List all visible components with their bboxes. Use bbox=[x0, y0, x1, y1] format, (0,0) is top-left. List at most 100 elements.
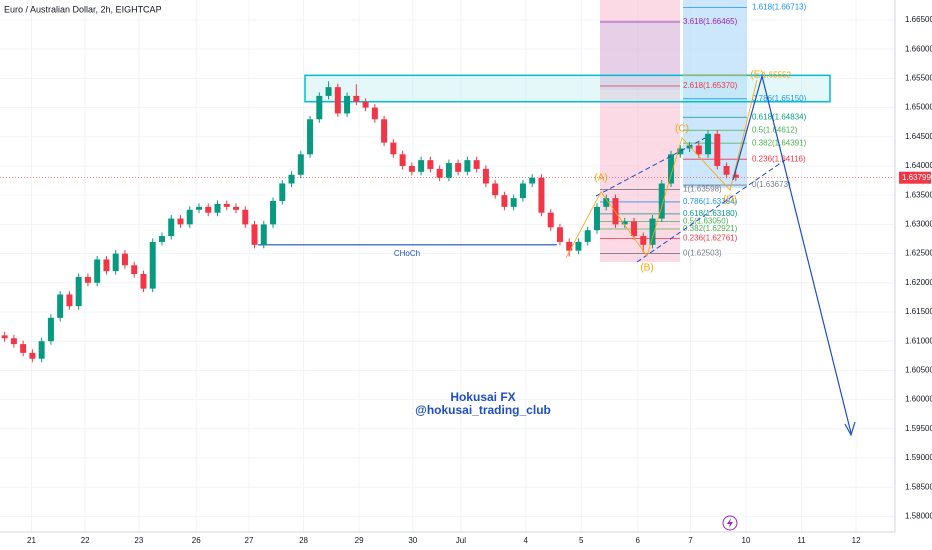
fib-label: 0.382(1.62921) bbox=[683, 224, 738, 233]
x-tick-label: 5 bbox=[579, 536, 584, 545]
candle-body bbox=[186, 209, 193, 225]
candle-body bbox=[436, 168, 443, 178]
fib-label: 0.786(1.63384) bbox=[683, 197, 738, 206]
x-tick-label: 27 bbox=[245, 536, 254, 545]
fib-label: 0.786(1.65150) bbox=[752, 94, 807, 103]
y-tick-label: 1.63000 bbox=[905, 219, 932, 228]
channel-lower bbox=[636, 159, 786, 263]
last-price-label: 1.63799 bbox=[902, 173, 931, 182]
candle-body bbox=[334, 87, 341, 114]
candle-body bbox=[149, 241, 156, 289]
candle-body bbox=[575, 241, 582, 251]
candle-body bbox=[621, 221, 628, 225]
candle-body bbox=[640, 236, 647, 245]
chart-title: Euro / Australian Dollar, 2h, EIGHTCAP bbox=[4, 4, 162, 14]
y-tick-label: 1.66500 bbox=[905, 15, 932, 24]
event-icon[interactable] bbox=[722, 515, 738, 531]
arrow-head bbox=[844, 421, 856, 437]
candle-body bbox=[66, 294, 73, 307]
candle-body bbox=[140, 274, 147, 289]
y-tick-label: 1.61500 bbox=[905, 307, 932, 316]
y-tick-label: 1.60000 bbox=[905, 395, 932, 404]
fib-label: 0.618(1.63180) bbox=[683, 209, 738, 218]
candle-body bbox=[279, 183, 286, 202]
candle-body bbox=[316, 95, 323, 120]
candle-body bbox=[288, 174, 295, 184]
candle-body bbox=[418, 160, 425, 172]
fib-box-left-upper bbox=[600, 20, 680, 90]
fib-label: 1.65552 bbox=[762, 70, 791, 79]
x-tick-label: 26 bbox=[192, 536, 201, 545]
candle-body bbox=[492, 183, 499, 196]
candle-body bbox=[427, 160, 434, 169]
fib-label: 1(1.63598) bbox=[683, 185, 722, 194]
time-axis bbox=[0, 532, 895, 550]
candle-body bbox=[686, 145, 693, 149]
candle-body bbox=[242, 209, 249, 225]
candle-body bbox=[630, 221, 637, 237]
candle-body bbox=[297, 154, 304, 175]
candle-body bbox=[10, 338, 17, 345]
candle-body bbox=[112, 253, 119, 272]
candle-body bbox=[584, 230, 591, 242]
y-tick-label: 1.58500 bbox=[905, 482, 932, 491]
fib-label: 0.236(1.64116) bbox=[752, 154, 806, 163]
candle-body bbox=[260, 224, 267, 245]
candle-body bbox=[371, 107, 378, 120]
candle-body bbox=[353, 95, 360, 102]
x-tick-label: 29 bbox=[355, 536, 364, 545]
candle-body bbox=[362, 101, 369, 108]
y-tick-label: 1.65500 bbox=[905, 73, 932, 82]
fib-label: 0.382(1.64391) bbox=[752, 138, 807, 147]
candle-body bbox=[547, 212, 554, 228]
x-tick-label: 23 bbox=[134, 536, 143, 545]
y-tick-label: 1.66000 bbox=[905, 44, 932, 53]
candle-body bbox=[538, 177, 545, 213]
candle-body bbox=[445, 163, 452, 178]
candle-body bbox=[307, 119, 314, 155]
candle-body bbox=[556, 227, 563, 242]
candle-body bbox=[390, 142, 397, 155]
grid bbox=[0, 0, 895, 532]
x-tick-label: Jul bbox=[456, 536, 466, 545]
x-tick-label: 10 bbox=[742, 536, 751, 545]
x-tick-label: 28 bbox=[299, 536, 308, 545]
event-bolt bbox=[727, 518, 733, 528]
y-tick-label: 1.58000 bbox=[905, 512, 932, 521]
x-tick-label: 12 bbox=[852, 536, 861, 545]
candle-body bbox=[223, 203, 230, 207]
candle-body bbox=[38, 341, 45, 359]
y-tick-label: 1.62000 bbox=[905, 278, 932, 287]
candle-body bbox=[121, 253, 128, 266]
candle-body bbox=[593, 206, 600, 231]
wave-label: (C) bbox=[675, 124, 689, 135]
candle-body bbox=[705, 133, 712, 155]
candle-body bbox=[214, 203, 221, 213]
y-tick-label: 1.62500 bbox=[905, 249, 932, 258]
fib-label: 0(1.63673) bbox=[752, 180, 791, 189]
axes: 1.58000 1.58500 1.59000 1.59500 1.60000 1.605… bbox=[27, 15, 932, 545]
fib-label: 3.618(1.66465) bbox=[683, 17, 738, 26]
candle-body bbox=[270, 201, 277, 225]
candle-body bbox=[1, 335, 8, 339]
candle-body bbox=[57, 294, 64, 318]
fib-label: 1.618(1.66713) bbox=[752, 3, 807, 12]
candle-body bbox=[195, 206, 202, 210]
candle-body bbox=[603, 198, 610, 207]
fib-label: 0.618(1.64834) bbox=[752, 112, 807, 121]
candle-body bbox=[649, 218, 656, 245]
candle-body bbox=[658, 183, 665, 219]
candle-body bbox=[344, 95, 351, 114]
candle-body bbox=[177, 218, 184, 225]
candle-body bbox=[399, 154, 406, 166]
candle-body bbox=[103, 259, 110, 272]
candle-body bbox=[47, 317, 54, 342]
candle-body bbox=[482, 168, 489, 184]
x-tick-label: 7 bbox=[688, 536, 693, 545]
fib-label: 0.5(1.63050) bbox=[683, 217, 729, 226]
candle-body bbox=[529, 177, 536, 184]
candle-body bbox=[473, 160, 480, 169]
watermark-handle: @hokusai_trading_club bbox=[415, 403, 551, 417]
projection-arrow bbox=[732, 73, 852, 434]
